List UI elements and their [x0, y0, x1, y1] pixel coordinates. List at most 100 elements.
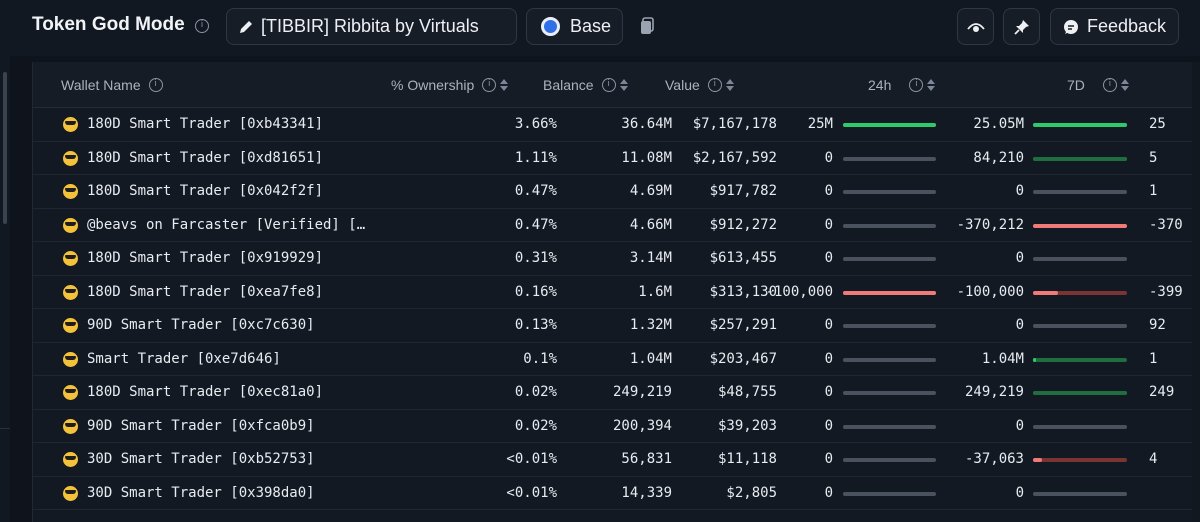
pin-icon [1013, 19, 1029, 35]
divider [0, 428, 10, 429]
change-24h-value: 0 [824, 417, 833, 434]
change-24h-value: 0 [824, 451, 833, 467]
value-amount: $11,118 [717, 451, 777, 467]
wallet-name[interactable]: 30D Smart Trader [0xb52753] [87, 451, 315, 467]
column-label: 7D [1067, 77, 1085, 93]
info-icon[interactable]: i [195, 19, 209, 33]
change-30d-value: -399 [1149, 283, 1183, 300]
wallet-name[interactable]: 30D Smart Trader [0x398da0] [87, 484, 315, 501]
table-row[interactable]: 90D Smart Trader [0xc7c630] 0.13% 1.32M $25… [33, 309, 1200, 343]
change-24h-bar [843, 357, 936, 362]
sunglasses-emoji-icon [63, 251, 78, 266]
column-label: Balance [543, 77, 594, 93]
table-row[interactable]: 90D Smart Trader [0xfca0b9] 0.02% 200,394 $… [33, 410, 1200, 443]
info-icon[interactable]: i [909, 78, 924, 92]
change-7d-value: 25.05M [973, 116, 1024, 132]
sort-icon[interactable] [1120, 78, 1129, 92]
change-7d-bar-fill [1033, 290, 1059, 295]
wallet-name[interactable]: 180D Smart Trader [0x042f2f] [87, 183, 324, 199]
token-selector-button[interactable]: [TIBBIR] Ribbita by Virtuals [226, 8, 517, 45]
balance-value: 1.04M [629, 350, 672, 367]
sunglasses-emoji-icon [63, 184, 78, 199]
sunglasses-emoji-icon [63, 385, 78, 400]
change-30d-value: -370 [1149, 216, 1183, 233]
column-header-balance[interactable]: Balance i [543, 77, 628, 93]
sort-icon[interactable] [927, 78, 936, 92]
sort-icon[interactable] [725, 78, 734, 92]
change-7d-bar [1033, 190, 1127, 194]
change-7d-value: -37,063 [964, 451, 1024, 467]
table-row[interactable]: 180D Smart Trader [0x042f2f] 0.47% 4.69M $9… [33, 175, 1200, 209]
chain-selector-button[interactable]: Base [526, 8, 623, 45]
base-chain-icon [541, 17, 560, 36]
wallet-name[interactable]: 180D Smart Trader [0x919929] [87, 250, 324, 266]
sunglasses-emoji-icon [63, 117, 78, 132]
pin-button[interactable] [1003, 8, 1040, 45]
balance-value: 11.08M [621, 149, 672, 166]
column-header-wallet-name[interactable]: Wallet Name i [61, 77, 163, 93]
wallet-name[interactable]: 180D Smart Trader [0xb43341] [87, 116, 324, 132]
table-row[interactable]: 30D Smart Trader [0x398da0] <0.01% 14,339 $… [33, 477, 1200, 510]
top-bar: Token God Mode i [TIBBIR] Ribbita by Vir… [0, 0, 1200, 56]
info-icon[interactable]: i [148, 78, 163, 92]
table-row[interactable]: @beavs on Farcaster [Verified] [… 0.47% 4.… [33, 209, 1200, 242]
table-row[interactable]: 180D Smart Trader [0xd81651] 1.11% 11.08M $… [33, 142, 1200, 175]
table-row[interactable]: 180D Smart Trader [0xea7fe8] 0.16% 1.6M $31… [33, 276, 1200, 309]
wallet-name[interactable]: 180D Smart Trader [0xd81651] [87, 149, 324, 166]
info-icon[interactable]: i [601, 78, 616, 92]
balance-value: 1.32M [629, 317, 672, 333]
info-icon[interactable]: i [482, 78, 497, 92]
change-24h-value: 0 [824, 149, 833, 166]
wallet-name[interactable]: @beavs on Farcaster [Verified] [… [87, 216, 366, 233]
column-header-value[interactable]: Value i [665, 77, 734, 93]
value-amount: $203,467 [709, 350, 777, 367]
watch-button[interactable] [957, 8, 994, 45]
column-header-24h[interactable]: 24h i [868, 77, 936, 93]
change-24h-value: 0 [824, 317, 833, 333]
balance-value: 36.64M [621, 116, 672, 132]
wallet-name[interactable]: Smart Trader [0xe7d646] [87, 350, 281, 367]
ownership-value: <0.01% [506, 451, 557, 467]
feedback-button[interactable]: Feedback [1050, 8, 1179, 45]
change-7d-bar-fill [1033, 391, 1127, 395]
wallet-name[interactable]: 90D Smart Trader [0xfca0b9] [87, 417, 315, 434]
change-24h-bar-fill [843, 290, 936, 295]
info-icon[interactable]: i [1102, 78, 1117, 92]
ownership-value: 0.47% [514, 183, 557, 199]
change-30d-value: 92 [1149, 317, 1166, 333]
change-7d-bar [1033, 257, 1127, 261]
copy-icon[interactable] [640, 17, 654, 35]
change-24h-bar [843, 257, 936, 261]
column-header-ownership[interactable]: % Ownership i [391, 77, 509, 93]
balance-value: 1.6M [638, 283, 672, 300]
change-24h-value: 0 [824, 183, 833, 199]
change-7d-value: 0 [1015, 250, 1024, 266]
sunglasses-emoji-icon [63, 351, 78, 367]
change-7d-bar [1033, 458, 1127, 462]
column-header-7d[interactable]: 7D i [1067, 77, 1129, 93]
ownership-value: 0.16% [514, 283, 557, 300]
eye-icon [966, 22, 985, 32]
table-row[interactable]: 180D Smart Trader [0xec81a0] 0.02% 249,219… [33, 376, 1200, 410]
column-label: 24h [868, 77, 892, 93]
table-row[interactable]: 180D Smart Trader [0x919929] 0.31% 3.14M $6… [33, 242, 1200, 276]
pencil-icon [237, 18, 255, 36]
wallet-name[interactable]: 90D Smart Trader [0xc7c630] [87, 317, 315, 333]
sort-icon[interactable] [619, 78, 628, 92]
sort-icon[interactable] [500, 78, 509, 92]
sunglasses-emoji-icon [63, 485, 78, 501]
table-row[interactable]: Smart Trader [0xe7d646] 0.1% 1.04M $203,467… [33, 343, 1200, 376]
table-row[interactable]: 180D Smart Trader [0xb43341] 3.66% 36.64M $… [33, 108, 1200, 142]
table-row[interactable]: 30D Smart Trader [0xb52753] <0.01% 56,831 $… [33, 443, 1200, 477]
wallet-name[interactable]: 180D Smart Trader [0xec81a0] [87, 384, 324, 400]
left-scrollbar[interactable] [3, 72, 7, 224]
left-panel-edge [0, 56, 10, 522]
change-24h-bar [843, 391, 936, 395]
change-24h-value: 0 [824, 350, 833, 367]
change-7d-bar-fill [1033, 123, 1127, 127]
right-scrollbar-track[interactable] [1192, 62, 1200, 522]
change-7d-bar-fill [1033, 223, 1127, 228]
wallet-name[interactable]: 180D Smart Trader [0xea7fe8] [87, 283, 324, 300]
info-icon[interactable]: i [707, 78, 722, 92]
value-amount: $313,130 [709, 283, 777, 300]
